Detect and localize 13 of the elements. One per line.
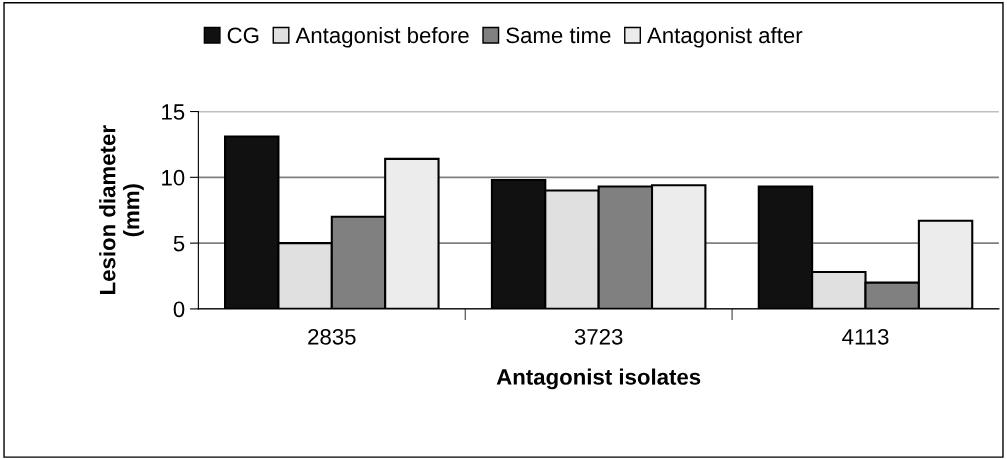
x-tick-label: 2835	[308, 328, 356, 345]
y-axis-title: Lesion diameter (mm)	[99, 125, 144, 294]
y-tick-label: 5	[173, 235, 185, 252]
legend-label: CG	[227, 27, 259, 44]
x-axis-title: Antagonist isolates	[496, 368, 701, 390]
y-tick-label: 0	[173, 301, 185, 318]
x-tick-label: 4113	[842, 328, 889, 345]
y-tick-label: 10	[162, 169, 185, 186]
x-tick-label: 3723	[574, 328, 623, 345]
legend-label: Same time	[506, 26, 611, 44]
legend-label: Antagonist before	[295, 26, 469, 48]
y-tick-label: 15	[162, 104, 185, 120]
legend-label: Antagonist after	[647, 26, 803, 48]
